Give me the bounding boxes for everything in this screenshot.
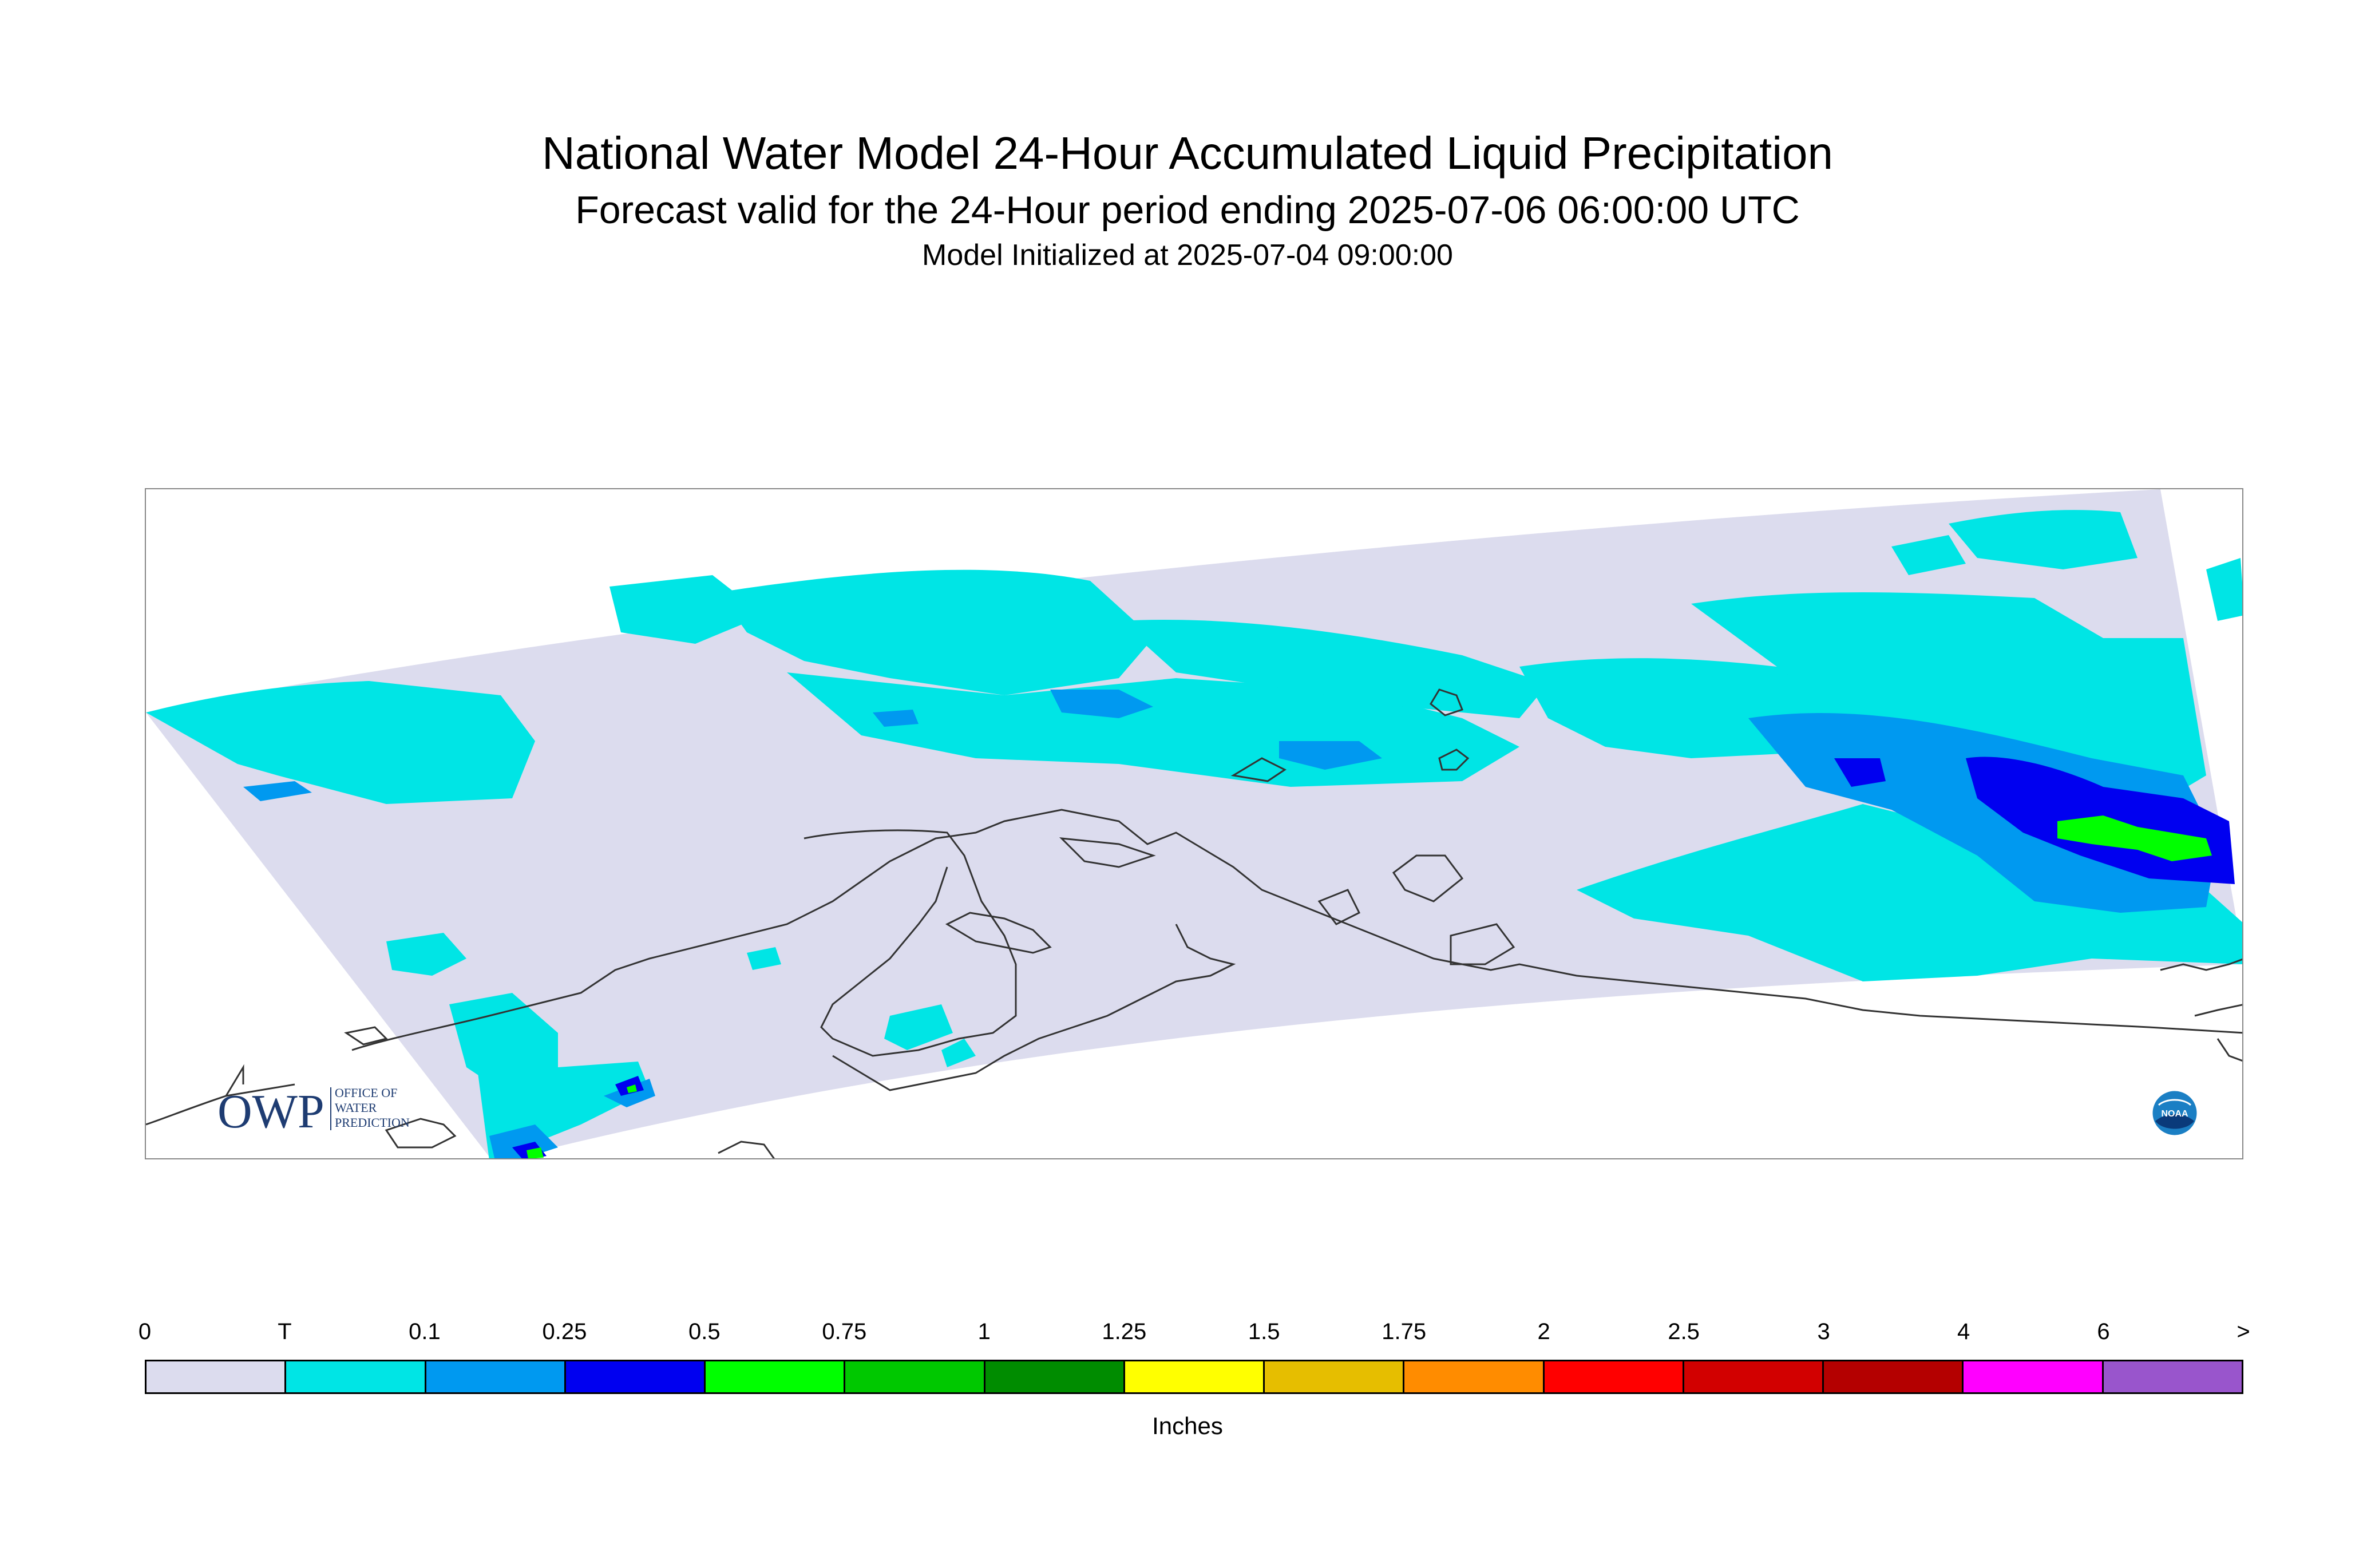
legend-swatch <box>286 1361 426 1392</box>
noaa-logo-text: NOAA <box>2161 1109 2188 1119</box>
legend-label: 6 <box>2097 1319 2110 1344</box>
model-init-text: Model Initialized at 2025-07-04 09:00:00 <box>922 239 1453 272</box>
precipitation-map: OWP OFFICE OF WATER PREDICTION NOAA <box>145 488 2243 1159</box>
legend-label: 1.75 <box>1382 1319 1427 1344</box>
legend-label: 1 <box>977 1319 991 1344</box>
owp-logo-line2: WATER <box>335 1100 377 1115</box>
owp-logo-line3: PREDICTION <box>335 1115 410 1130</box>
legend-label: 4 <box>1957 1319 1970 1344</box>
legend-units: Inches <box>1152 1412 1223 1439</box>
legend-label: 0.75 <box>822 1319 867 1344</box>
owp-logo: OWP OFFICE OF WATER PREDICTION <box>217 1085 410 1138</box>
legend-label: 2.5 <box>1668 1319 1700 1344</box>
legend-swatch <box>426 1361 566 1392</box>
legend-label: 0.5 <box>688 1319 721 1344</box>
legend-label: T <box>278 1319 292 1344</box>
legend-labels: 0 T 0.1 0.25 0.5 0.75 1 1.25 1.5 1.75 2 2.5 3 4 6 > <box>0 1319 2375 1353</box>
legend-swatch <box>706 1361 846 1392</box>
legend-swatch <box>1684 1361 1824 1392</box>
legend-swatch <box>1125 1361 1265 1392</box>
legend-label: 0 <box>138 1319 152 1344</box>
legend-label: 0.25 <box>542 1319 587 1344</box>
legend-swatch <box>1404 1361 1545 1392</box>
owp-logo-mark: OWP <box>217 1085 324 1138</box>
legend-label: 1.25 <box>1102 1319 1147 1344</box>
model-domain <box>146 489 2242 1158</box>
legend-swatch <box>1824 1361 1964 1392</box>
legend-label: 0.1 <box>409 1319 441 1344</box>
legend-swatch <box>985 1361 1125 1392</box>
legend-label: 2 <box>1537 1319 1550 1344</box>
owp-logo-line1: OFFICE OF <box>335 1086 397 1100</box>
precip-heavy <box>527 815 2212 1158</box>
legend-label: 1.5 <box>1248 1319 1280 1344</box>
legend-swatch <box>2103 1361 2242 1392</box>
map-canvas: OWP OFFICE OF WATER PREDICTION NOAA <box>146 489 2242 1158</box>
legend-swatch <box>147 1361 287 1392</box>
chart-title: National Water Model 24-Hour Accumulated… <box>542 128 1833 179</box>
legend-swatch <box>1544 1361 1684 1392</box>
noaa-logo: NOAA <box>2151 1089 2199 1137</box>
forecast-valid-subtitle: Forecast valid for the 24-Hour period en… <box>575 188 1800 232</box>
legend-label: 3 <box>1817 1319 1830 1344</box>
coastlines <box>146 688 2242 1158</box>
legend-swatch <box>1265 1361 1405 1392</box>
legend-swatch <box>1964 1361 2104 1392</box>
legend-label: > <box>2237 1319 2250 1344</box>
precip-color-legend <box>145 1360 2243 1394</box>
legend-swatch <box>565 1361 706 1392</box>
legend-swatch <box>845 1361 985 1392</box>
